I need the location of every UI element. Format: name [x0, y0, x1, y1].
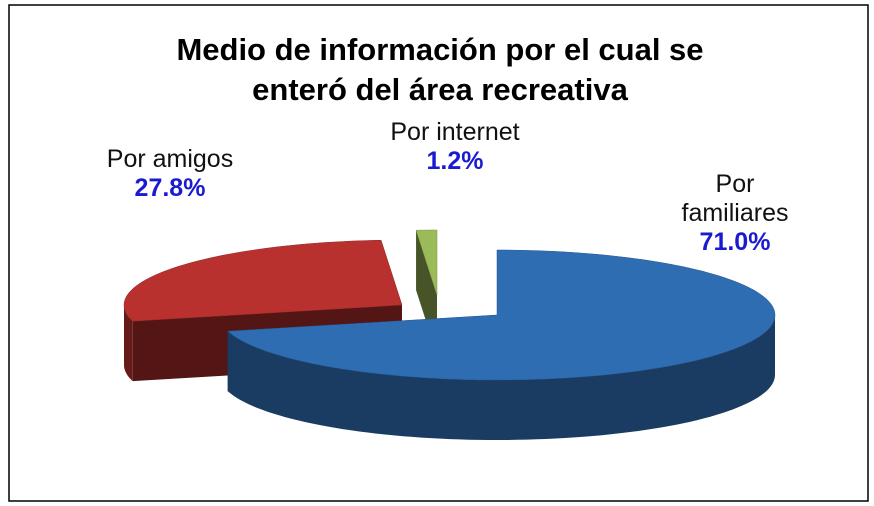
- slice-side: [227, 315, 775, 440]
- category-label: Por amigos: [106, 145, 234, 173]
- slice-label: Por familiares 71.0%: [660, 170, 810, 257]
- pie-slice: [123, 239, 403, 322]
- value-label: 27.8%: [134, 174, 206, 202]
- value-label: 1.2%: [426, 147, 484, 175]
- slice-side: [124, 305, 133, 382]
- pie-slice: [227, 249, 776, 381]
- category-label: Por internet: [390, 118, 520, 146]
- slice-label: Por internet 1.2%: [390, 118, 520, 176]
- value-label: 71.0%: [699, 228, 771, 256]
- chart-frame: [8, 4, 869, 502]
- pie-slice: [415, 229, 438, 296]
- slice-label: Por amigos 27.8%: [100, 145, 240, 203]
- chart-title: Medio de información por el cual se ente…: [176, 32, 704, 107]
- category-label: Por familiares: [681, 170, 789, 227]
